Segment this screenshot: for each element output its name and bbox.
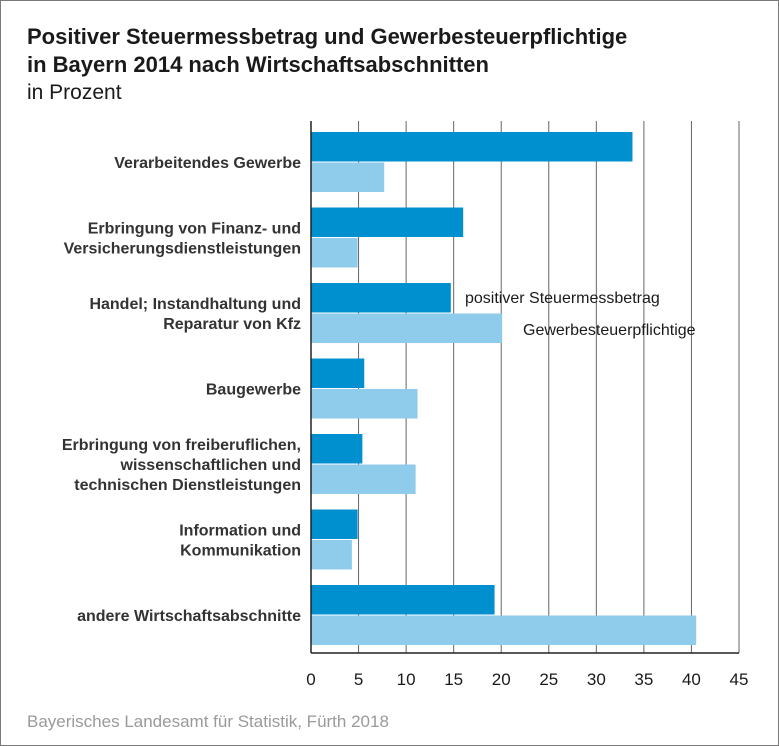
category-label-4-line-0: Erbringung von freiberuflichen, bbox=[62, 437, 301, 454]
x-tick-label-35: 35 bbox=[634, 670, 653, 689]
category-label-6-line-0: andere Wirtschaftsabschnitte bbox=[77, 608, 301, 625]
bar-steuermessbetrag-2 bbox=[311, 283, 451, 313]
chart-subtitle: in Prozent bbox=[27, 81, 122, 104]
category-label-0-line-0: Verarbeitendes Gewerbe bbox=[114, 155, 301, 172]
bar-gewerbesteuerpflichtige-0 bbox=[311, 162, 385, 192]
bar-gewerbesteuerpflichtige-1 bbox=[311, 238, 358, 268]
x-tick-label-0: 0 bbox=[306, 670, 315, 689]
source-note: Bayerisches Landesamt für Statistik, Für… bbox=[27, 712, 389, 731]
category-label-4-line-2: technischen Dienstleistungen bbox=[74, 477, 301, 494]
x-tick-label-10: 10 bbox=[397, 670, 416, 689]
bar-steuermessbetrag-5 bbox=[311, 509, 358, 539]
bar-steuermessbetrag-6 bbox=[311, 585, 495, 615]
category-label-1-line-1: Versicherungsdienstleistungen bbox=[64, 241, 301, 258]
bar-steuermessbetrag-4 bbox=[311, 434, 363, 464]
bar-gewerbesteuerpflichtige-5 bbox=[311, 540, 352, 570]
x-tick-label-40: 40 bbox=[682, 670, 701, 689]
bar-steuermessbetrag-1 bbox=[311, 207, 464, 237]
bar-gewerbesteuerpflichtige-2 bbox=[311, 313, 503, 343]
bar-gewerbesteuerpflichtige-6 bbox=[311, 615, 697, 645]
x-tick-label-45: 45 bbox=[730, 670, 749, 689]
x-tick-label-25: 25 bbox=[539, 670, 558, 689]
category-label-3-line-0: Baugewerbe bbox=[206, 382, 301, 399]
legend-label-gewerbesteuerpflichtige: Gewerbesteuerpflichtige bbox=[523, 322, 696, 339]
x-tick-label-30: 30 bbox=[587, 670, 606, 689]
bar-gewerbesteuerpflichtige-3 bbox=[311, 389, 418, 419]
x-tick-label-20: 20 bbox=[492, 670, 511, 689]
category-label-5-line-0: Information und bbox=[179, 523, 301, 540]
category-label-2-line-1: Reparatur von Kfz bbox=[163, 316, 301, 333]
category-label-5-line-1: Kommunikation bbox=[180, 543, 301, 560]
legend-label-steuermessbetrag: positiver Steuermessbetrag bbox=[465, 290, 660, 307]
x-tick-label-5: 5 bbox=[354, 670, 363, 689]
category-label-4-line-1: wissenschaftlichen und bbox=[120, 457, 301, 474]
chart-title-line-1: Positiver Steuermessbetrag und Gewerbest… bbox=[27, 24, 628, 49]
x-tick-label-15: 15 bbox=[444, 670, 463, 689]
bar-steuermessbetrag-3 bbox=[311, 358, 365, 388]
bar-steuermessbetrag-0 bbox=[311, 132, 633, 162]
category-label-1-line-0: Erbringung von Finanz- und bbox=[88, 221, 301, 238]
bar-gewerbesteuerpflichtige-4 bbox=[311, 464, 416, 494]
chart-title-line-2: in Bayern 2014 nach Wirtschaftsabschnitt… bbox=[27, 52, 489, 77]
chart-title: Positiver Steuermessbetrag und Gewerbest… bbox=[27, 23, 627, 79]
category-label-2-line-0: Handel; Instandhaltung und bbox=[89, 296, 301, 313]
